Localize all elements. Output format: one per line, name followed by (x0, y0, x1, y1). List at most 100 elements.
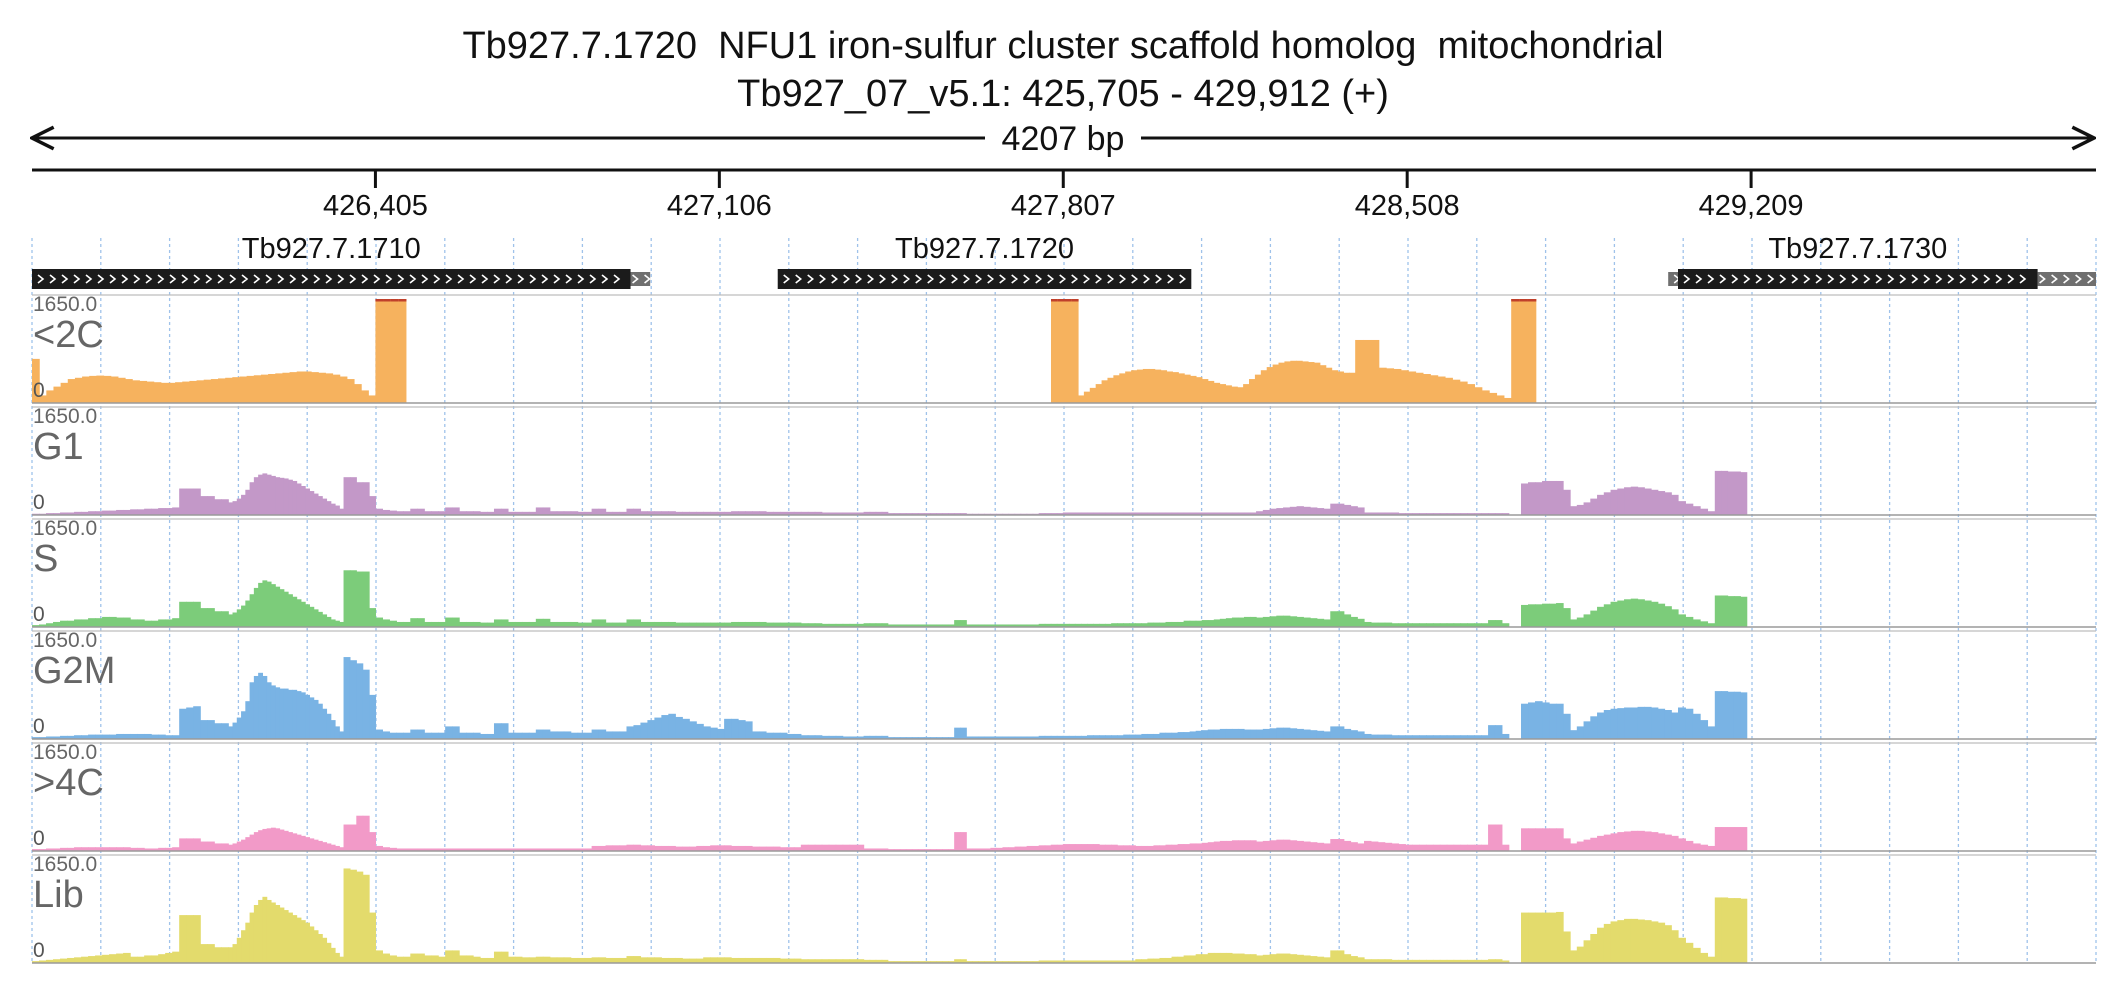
coverage-bar (591, 508, 600, 515)
coverage-bar (132, 380, 140, 403)
coverage-bar (1343, 614, 1352, 627)
coverage-bar (343, 570, 351, 627)
coverage-bar (1707, 511, 1716, 515)
coverage-bar (1692, 713, 1701, 739)
coverage-bar (46, 390, 55, 403)
coverage-bar (1141, 845, 1148, 851)
coverage-bar (253, 905, 259, 963)
coverage-bar (869, 623, 877, 627)
coverage-bar (1269, 840, 1277, 851)
coverage-bar (109, 616, 117, 627)
coverage-bar (1692, 843, 1701, 851)
coverage-bar (800, 844, 809, 851)
coverage-bar (765, 957, 774, 963)
coverage-bar (954, 727, 961, 739)
coverage-bar (1056, 960, 1064, 963)
coverage-bar (1231, 617, 1239, 627)
coverage-bar (500, 723, 509, 739)
coverage-bar (221, 499, 229, 515)
coverage-bar (382, 953, 390, 963)
coverage-bar (605, 731, 614, 739)
gene-body (777, 269, 1192, 289)
coverage-bar (1419, 844, 1427, 851)
coverage-bar (438, 511, 446, 515)
coverage-bar (1597, 835, 1605, 851)
coverage-bar (563, 731, 572, 739)
coverage-bar (369, 912, 377, 963)
coverage-bar (1657, 922, 1666, 963)
coverage-bar (779, 732, 788, 739)
coverage-bar (542, 848, 551, 851)
coverage-bar (214, 843, 222, 851)
coverage-bar (1056, 513, 1064, 515)
coverage-bar (200, 608, 208, 627)
coverage-bar (459, 848, 467, 851)
coverage-bar (1644, 706, 1652, 739)
coverage-bar (330, 844, 336, 851)
coverage-bar (1610, 601, 1618, 627)
coverage-bar (389, 510, 397, 515)
coverage-bar (542, 618, 551, 627)
coverage-bar (887, 737, 895, 739)
coverage-bar (317, 840, 323, 851)
coverage-bar (349, 869, 357, 963)
coverage-bar (410, 848, 418, 851)
gene-Tb927-7-1710: Tb927.7.1710 (32, 233, 651, 289)
coverage-bar (1714, 691, 1722, 739)
coverage-bar (1256, 841, 1264, 851)
coverage-bar (1177, 956, 1185, 963)
coverage-bar (158, 619, 166, 627)
coverage-bar (1068, 623, 1076, 627)
coverage-bar (1481, 390, 1490, 403)
coverage-bar (1272, 364, 1280, 403)
coverage-bar (417, 848, 425, 851)
track-label: >4C (33, 762, 104, 804)
coverage-bar (1398, 623, 1406, 627)
coverage-bar (1644, 831, 1652, 851)
coverage-bar (814, 959, 823, 963)
coverage-bar (800, 623, 809, 627)
coverage-bar (452, 726, 460, 739)
coverage-bar (203, 379, 212, 403)
coverage-bar (1481, 844, 1489, 851)
coverage-bar (1243, 384, 1250, 403)
coverage-bar (403, 848, 411, 851)
coverage-bar (249, 834, 255, 851)
coverage-bar (528, 511, 537, 515)
coverage-bar (403, 621, 411, 627)
coverage-bar (305, 922, 310, 963)
coverage-bar (758, 957, 767, 963)
coverage-bar (724, 622, 732, 627)
coverage-bar (948, 513, 955, 515)
coverage-bar (960, 959, 967, 963)
coverage-bar (117, 377, 126, 403)
coverage-bar (266, 828, 272, 851)
coverage-bar (1398, 959, 1406, 963)
coverage-bar (245, 922, 251, 963)
coverage-bar (130, 733, 138, 739)
coverage-bar (1083, 391, 1091, 403)
coverage-bar (772, 511, 781, 515)
coverage-bar (863, 735, 871, 739)
coverage-bar (356, 871, 364, 963)
coverage-bar (1008, 736, 1016, 739)
coverage-bar (1269, 508, 1277, 515)
clip-marker (1057, 299, 1066, 302)
coverage-bar (1289, 506, 1298, 515)
coverage-bar (814, 511, 823, 515)
coverage-bar (424, 621, 432, 627)
coverage-bar (654, 621, 662, 627)
coverage-bar (1056, 844, 1064, 851)
coverage-bar (1237, 512, 1245, 515)
coverage-bar (1481, 623, 1489, 627)
coverage-bar (1131, 370, 1138, 403)
coverage-bar (591, 957, 600, 963)
coverage-bar (1284, 361, 1291, 403)
coverage-bar (978, 961, 985, 963)
coverage-bar (130, 619, 138, 627)
coverage-bar (1189, 843, 1197, 851)
coverage-bar (1183, 512, 1191, 515)
coverage-bar (398, 299, 407, 403)
coverage-bar (960, 513, 967, 515)
coverage-bar (996, 847, 1004, 851)
